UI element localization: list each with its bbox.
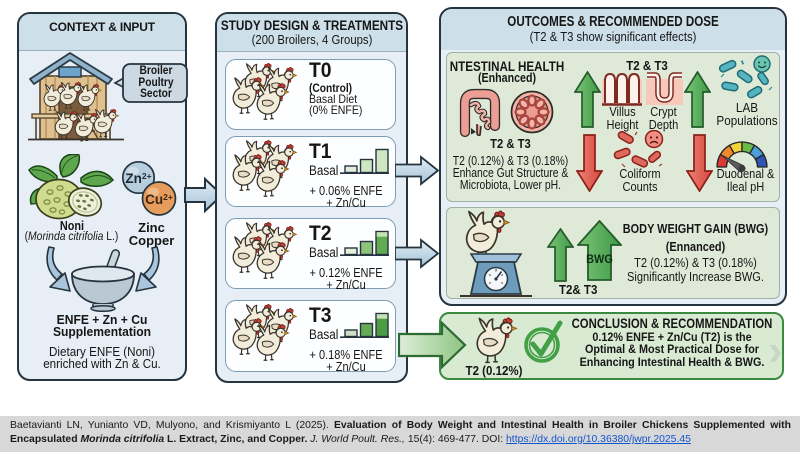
svg-text:BWG: BWG [586,254,613,266]
